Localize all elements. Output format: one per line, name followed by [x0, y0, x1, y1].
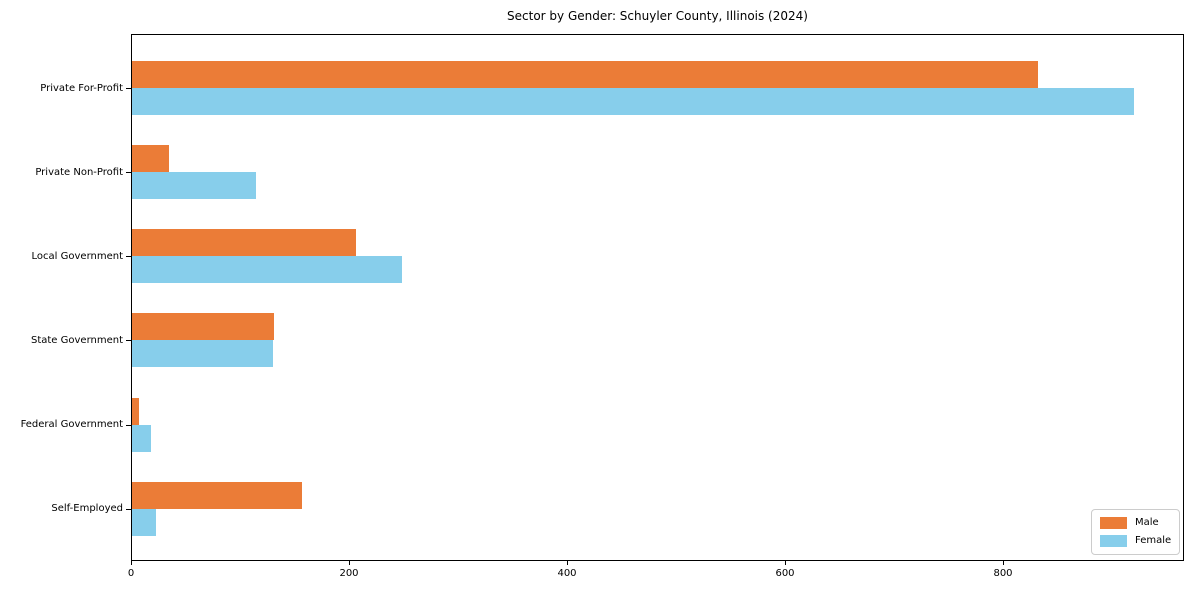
y-tick-mark-federal-government	[126, 424, 131, 426]
y-tick-label-state-government: State Government	[30, 334, 123, 346]
y-tick-label-self-employed: Self-Employed	[51, 503, 123, 515]
y-tick-mark-self-employed	[126, 508, 131, 510]
y-tick-mark-local-government	[126, 256, 131, 258]
x-tick-label-600: 600	[775, 568, 795, 579]
legend-label-male: Male	[1135, 517, 1159, 528]
y-tick-mark-state-government	[126, 340, 131, 342]
bar-male-private-for-profit	[131, 61, 1038, 88]
y-tick-mark-private-non-profit	[126, 172, 131, 174]
chart-title: Sector by Gender: Schuyler County, Illin…	[507, 9, 808, 23]
male-series-swatch	[1100, 517, 1127, 529]
legend: Male Female	[1091, 509, 1180, 555]
y-tick-label-local-government: Local Government	[31, 250, 123, 262]
bar-female-private-non-profit	[131, 172, 257, 200]
legend-item-female: Female	[1100, 535, 1171, 547]
x-tick-label-0: 0	[127, 568, 135, 579]
bar-female-state-government	[131, 340, 273, 368]
x-tick-mark-200	[349, 561, 350, 565]
bar-male-state-government	[131, 313, 274, 341]
x-tick-mark-600	[785, 561, 786, 565]
bar-female-federal-government	[131, 424, 151, 452]
x-tick-label-400: 400	[557, 568, 577, 579]
x-tick-mark-800	[1003, 561, 1004, 565]
bar-female-private-for-profit	[131, 88, 1134, 115]
x-tick-mark-0	[131, 561, 132, 565]
y-tick-label-private-for-profit: Private For-Profit	[40, 82, 123, 94]
bar-female-local-government	[131, 256, 403, 284]
female-series-swatch	[1100, 535, 1127, 547]
y-tick-label-federal-government: Federal Government	[20, 419, 123, 431]
bar-male-self-employed	[131, 481, 303, 509]
bar-male-federal-government	[131, 397, 139, 425]
x-tick-label-800: 800	[993, 568, 1013, 579]
x-tick-mark-400	[567, 561, 568, 565]
bar-male-local-government	[131, 229, 356, 257]
bar-female-self-employed	[131, 508, 157, 536]
legend-label-female: Female	[1135, 535, 1172, 546]
x-tick-label-200: 200	[339, 568, 359, 579]
legend-item-male: Male	[1100, 517, 1171, 529]
y-tick-label-private-non-profit: Private Non-Profit	[35, 166, 123, 178]
y-tick-mark-private-for-profit	[126, 88, 131, 89]
bar-male-private-non-profit	[131, 145, 170, 173]
